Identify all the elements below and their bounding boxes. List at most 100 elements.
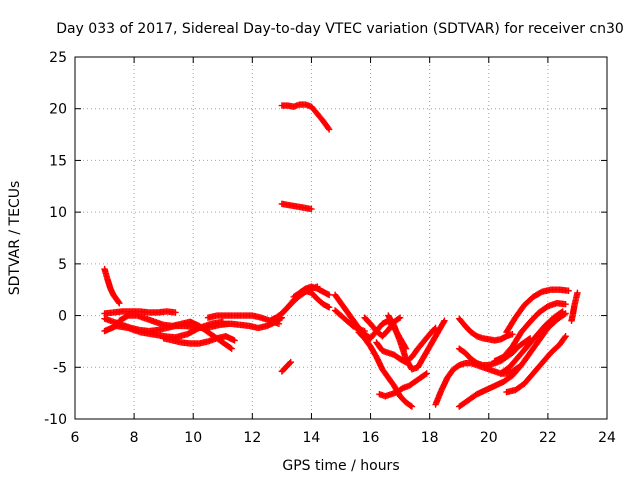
- data-point: [500, 344, 515, 361]
- data-point: [116, 299, 123, 307]
- data-point: [284, 298, 296, 311]
- series-s11: [290, 283, 333, 301]
- data-point: [308, 103, 320, 116]
- data-point: [521, 371, 536, 388]
- data-point: [526, 310, 542, 325]
- data-point: [521, 335, 533, 346]
- data-point: [408, 346, 421, 361]
- x-tick-label: 20: [480, 430, 498, 446]
- y-tick-label: 20: [49, 102, 67, 118]
- data-point: [325, 126, 333, 133]
- data-point: [320, 117, 332, 132]
- data-point: [562, 300, 569, 308]
- data-point: [314, 295, 326, 307]
- x-tick-label: 8: [130, 430, 139, 446]
- series-s19: [385, 312, 448, 373]
- data-point: [432, 324, 444, 340]
- data-point: [467, 355, 479, 366]
- data-point: [464, 391, 479, 404]
- data-point: [521, 294, 536, 309]
- series-s28: [491, 299, 569, 365]
- series-s16: [331, 307, 368, 335]
- data-point: [290, 290, 302, 301]
- data-point: [420, 332, 432, 345]
- series-s12: [278, 101, 333, 133]
- data-point: [535, 303, 550, 316]
- data-point: [385, 374, 397, 388]
- data-point: [559, 308, 566, 315]
- x-tick-label: 14: [303, 430, 321, 446]
- data-point: [402, 355, 415, 372]
- series-s2: [101, 308, 179, 317]
- data-point: [532, 323, 548, 340]
- data-point: [506, 354, 521, 371]
- data-point: [391, 351, 403, 362]
- y-tick-label: 10: [49, 205, 67, 221]
- data-point: [538, 350, 554, 367]
- data-point: [110, 291, 119, 302]
- data-point: [361, 314, 373, 327]
- data-point: [518, 319, 533, 336]
- data-point: [337, 299, 350, 314]
- data-point: [314, 110, 326, 124]
- data-point: [281, 363, 291, 372]
- y-tick-label: 0: [58, 309, 67, 325]
- x-tick-label: 16: [362, 430, 380, 446]
- x-tick-labels: 6 8 10 12 14 16 18 20 22 24: [71, 430, 616, 446]
- data-point: [565, 287, 572, 294]
- data-point: [426, 325, 438, 338]
- data-point: [373, 339, 385, 353]
- data-point: [515, 344, 530, 361]
- data-point: [574, 289, 581, 297]
- data-point: [503, 315, 518, 336]
- data-point: [556, 334, 568, 348]
- data-point: [509, 330, 524, 350]
- series-s13: [278, 200, 315, 213]
- chart-title: Day 033 of 2017, Sidereal Day-to-day VTE…: [56, 21, 624, 37]
- series-s26: [503, 333, 569, 396]
- series-s20: [355, 328, 416, 410]
- x-tick-label: 10: [184, 430, 202, 446]
- series-s22: [432, 359, 522, 408]
- data-point: [287, 358, 294, 366]
- y-tick-label: -5: [53, 360, 67, 376]
- data-point: [284, 359, 293, 369]
- data-point: [385, 312, 397, 328]
- data-point: [402, 399, 414, 409]
- data-point: [450, 362, 462, 373]
- data-point: [278, 305, 291, 317]
- data-point: [228, 345, 235, 352]
- data-point: [393, 385, 406, 396]
- data-point: [438, 318, 447, 330]
- plot-frame: [74, 56, 608, 420]
- data-point: [308, 205, 315, 213]
- series-s8: [219, 314, 286, 332]
- data-point: [296, 286, 308, 297]
- data-point: [396, 314, 404, 321]
- data-point: [509, 344, 521, 357]
- data-point: [325, 304, 333, 311]
- y-tick-label: 15: [49, 153, 67, 169]
- data-point: [331, 307, 344, 318]
- data-point: [331, 291, 344, 306]
- data-point: [456, 345, 468, 356]
- data-point: [113, 295, 122, 306]
- data-point: [500, 373, 515, 385]
- data-point: [456, 398, 471, 410]
- data-point: [553, 311, 568, 323]
- data-point: [361, 327, 368, 335]
- y-tick-label: 5: [58, 257, 67, 273]
- x-tick-label: 24: [598, 430, 616, 446]
- axis-ticks: [74, 56, 608, 420]
- x-axis-label: GPS time / hours: [282, 458, 399, 474]
- data-point: [272, 315, 284, 325]
- data-point: [195, 322, 210, 335]
- data-point: [512, 303, 527, 321]
- series-s21: [376, 370, 430, 400]
- data-point: [222, 341, 234, 352]
- data-point: [379, 366, 391, 380]
- data-point: [361, 335, 373, 349]
- y-tick-label: 25: [49, 50, 67, 66]
